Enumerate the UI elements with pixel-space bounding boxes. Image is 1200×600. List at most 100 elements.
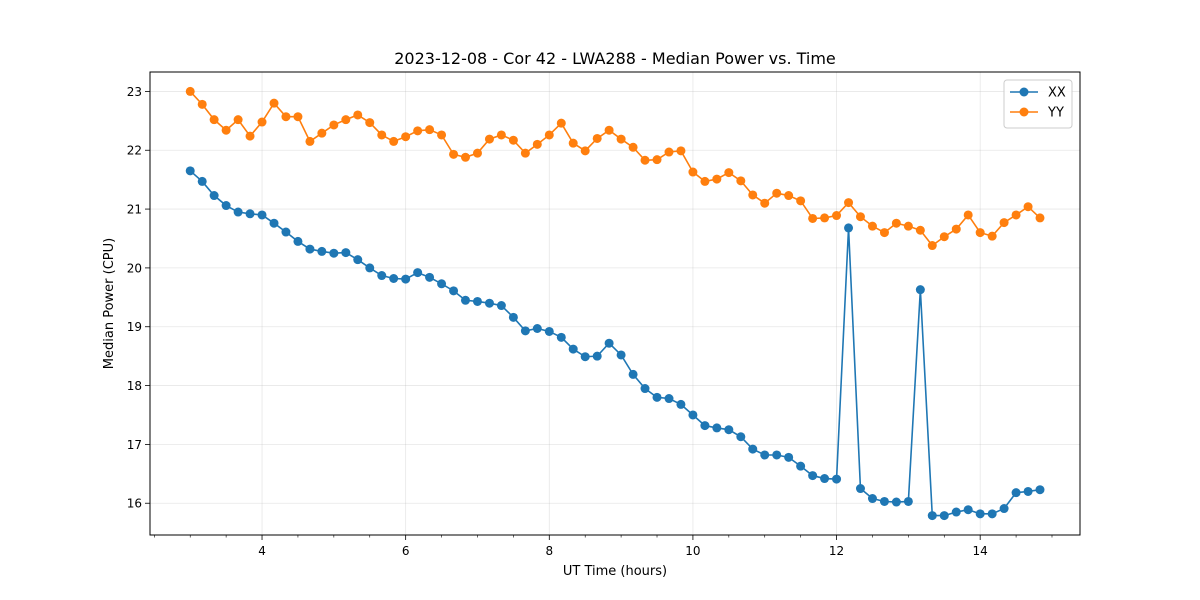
x-tick-label: 10 [685,544,700,558]
data-point-xx [233,207,243,217]
data-point-yy [449,149,459,159]
data-point-xx [317,246,327,256]
data-point-yy [425,125,435,135]
data-point-xx [664,394,674,404]
data-point-yy [592,133,602,143]
chart-title: 2023-12-08 - Cor 42 - LWA288 - Median Po… [394,49,836,68]
data-point-xx [472,296,482,306]
data-point-xx [939,511,949,521]
data-point-xx [736,432,746,442]
data-point-yy [736,176,746,186]
legend-label-xx: XX [1048,86,1066,101]
data-point-xx [508,312,518,322]
data-point-yy [640,155,650,165]
data-point-yy [281,112,291,122]
data-point-yy [951,224,961,234]
y-tick-label: 19 [127,320,142,334]
data-point-xx [616,350,626,360]
x-tick-label: 6 [402,544,410,558]
data-point-yy [317,128,327,138]
data-point-yy [796,196,806,206]
series-layer [185,86,1045,521]
data-point-yy [664,147,674,157]
data-point-xx [1011,488,1021,498]
data-point-yy [532,139,542,149]
data-point-xx [700,421,710,431]
legend-marker-yy [1019,107,1029,117]
legend-marker-xx [1019,87,1029,97]
data-point-xx [640,384,650,394]
data-point-yy [520,148,530,158]
data-point-yy [460,152,470,162]
data-point-xx [269,218,279,228]
data-point-yy [484,134,494,144]
data-point-xx [915,285,925,295]
data-point-xx [460,295,470,305]
grid [150,72,1080,535]
data-point-xx [329,248,339,258]
data-point-yy [963,210,973,220]
data-point-xx [855,484,865,494]
data-point-yy [891,218,901,228]
data-point-yy [820,213,830,223]
data-point-xx [389,273,399,283]
data-point-xx [927,511,937,521]
data-point-xx [604,338,614,348]
data-point-yy [257,117,267,127]
data-point-yy [377,130,387,140]
data-point-xx [796,461,806,471]
data-point-yy [365,118,375,128]
data-point-yy [568,138,578,148]
data-point-yy [760,198,770,208]
data-point-yy [688,167,698,177]
data-point-yy [628,142,638,152]
data-point-yy [1011,210,1021,220]
y-tick-label: 16 [127,497,142,511]
data-point-xx [401,274,411,284]
data-point-xx [556,332,566,342]
data-point-yy [867,221,877,231]
data-point-yy [712,174,722,184]
data-point-yy [903,221,913,231]
data-point-xx [377,271,387,281]
data-point-yy [269,98,279,108]
data-point-xx [293,236,303,246]
x-axis-label: UT Time (hours) [563,564,667,579]
data-point-xx [652,392,662,402]
data-point-yy [544,130,554,140]
data-point-yy [293,112,303,122]
data-point-xx [341,248,351,258]
data-point-yy [1023,202,1033,212]
data-point-xx [628,369,638,379]
data-point-xx [676,399,686,409]
data-point-xx [425,272,435,282]
data-point-yy [927,241,937,251]
data-point-xx [1023,486,1033,496]
data-point-yy [1035,213,1045,223]
data-point-xx [820,474,830,484]
data-point-xx [999,504,1009,514]
data-point-xx [748,444,758,454]
data-point-xx [879,496,889,506]
data-point-xx [867,494,877,504]
y-tick-label: 21 [127,203,142,217]
data-point-xx [568,344,578,354]
data-point-yy [185,86,195,96]
data-point-yy [652,155,662,165]
data-point-yy [616,134,626,144]
data-point-xx [305,244,315,254]
data-point-yy [772,188,782,198]
data-point-yy [437,130,447,140]
data-point-yy [676,146,686,156]
data-point-yy [233,115,243,125]
y-tick-label: 22 [127,144,142,158]
data-point-xx [903,496,913,506]
data-point-xx [724,425,734,435]
data-point-xx [281,227,291,237]
data-point-xx [544,326,554,336]
data-point-yy [496,130,506,140]
data-point-xx [808,471,818,481]
data-point-yy [844,198,854,208]
data-point-yy [604,125,614,135]
